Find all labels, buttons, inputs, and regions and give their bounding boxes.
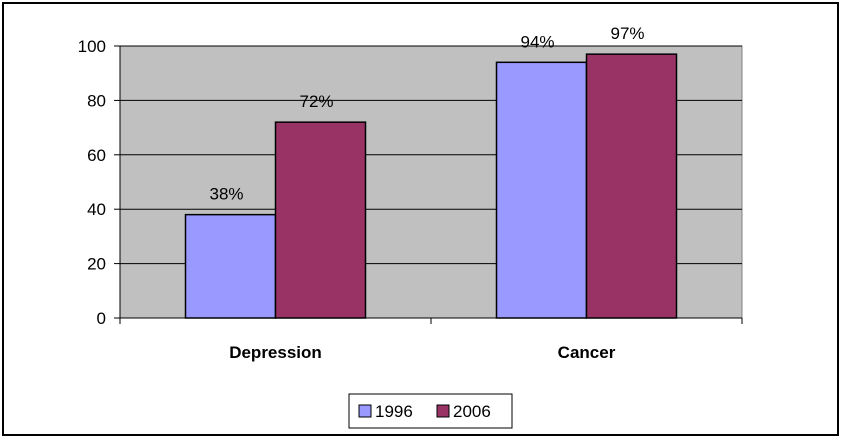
- bars: [184, 53, 678, 319]
- y-tick-label: 20: [87, 255, 106, 274]
- chart-frame: 0 20 40 60 80 100 38% 72% Depression 94% 97% Cancer…: [2, 2, 839, 436]
- category-label-depression: Depression: [229, 343, 322, 362]
- data-label-2006-depression: 72%: [299, 92, 333, 111]
- legend-swatch-2006: [436, 404, 450, 418]
- y-tick-label: 0: [97, 309, 106, 328]
- data-label-1996-depression: 38%: [209, 185, 243, 204]
- legend-label-2006: 2006: [453, 402, 491, 421]
- y-tick-label: 40: [87, 200, 106, 219]
- bar-chart: 0 20 40 60 80 100 38% 72% Depression 94% 97% Cancer…: [78, 24, 743, 429]
- y-tick-label: 60: [87, 146, 106, 165]
- legend-box: [348, 393, 513, 429]
- data-label-2006-cancer: 97%: [610, 24, 644, 43]
- y-tick-label: 80: [87, 91, 106, 110]
- legend-swatch-1996: [358, 404, 372, 418]
- bar-1996-depression: [184, 213, 277, 319]
- bar-1996-cancer: [495, 61, 588, 319]
- legend: 1996 2006: [348, 393, 513, 429]
- y-tick-label: 100: [78, 37, 106, 56]
- labels: 0 20 40 60 80 100 38% 72% Depression 94% 97% Cancer: [78, 24, 645, 362]
- legend-label-1996: 1996: [375, 402, 413, 421]
- category-label-cancer: Cancer: [558, 343, 616, 362]
- data-label-1996-cancer: 94%: [520, 32, 554, 51]
- bar-2006-cancer: [585, 53, 678, 319]
- bar-2006-depression: [274, 121, 367, 319]
